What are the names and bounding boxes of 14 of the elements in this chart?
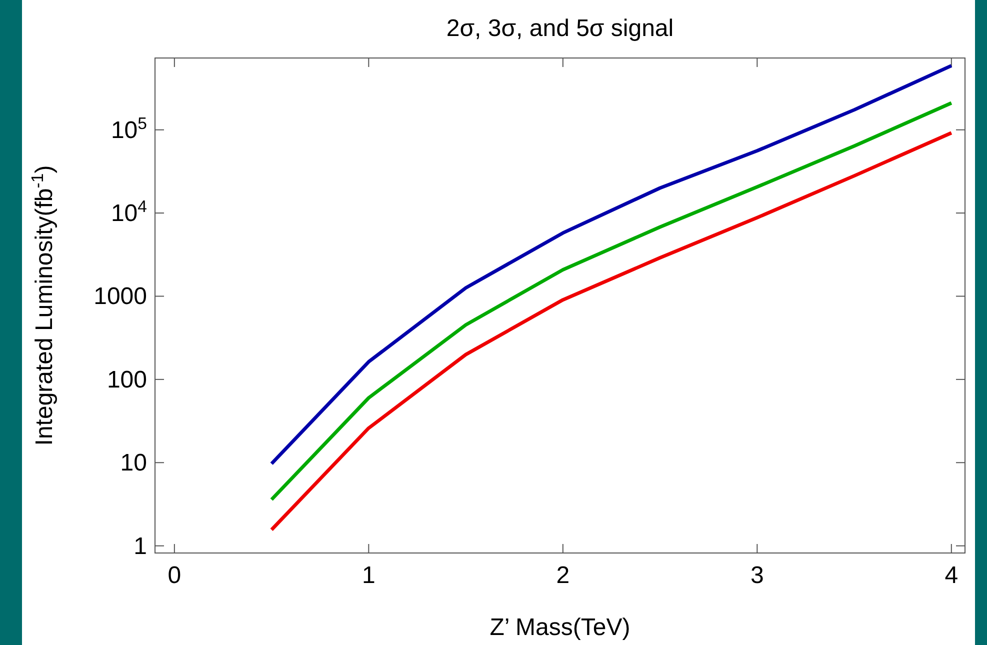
y-tick-label: 1000 xyxy=(94,283,147,310)
x-tick-label: 0 xyxy=(168,562,182,589)
chart-title: 2σ, 3σ, and 5σ signal xyxy=(446,15,674,42)
x-tick-label: 2 xyxy=(556,562,570,589)
x-tick-label: 4 xyxy=(944,562,958,589)
y-tick-label: 1 xyxy=(134,532,147,560)
line-series xyxy=(270,64,954,466)
y-tick-label: 10$^{4}$ xyxy=(110,196,147,228)
y-tick-label: 10 xyxy=(120,450,147,477)
y-tick-label: 10$^{5}$ xyxy=(110,113,147,144)
x-tick-label: 3 xyxy=(750,562,764,589)
x-tick-label: 1 xyxy=(362,562,376,589)
x-axis-title: Z’ Mass(TeV) xyxy=(490,614,630,641)
y-tick-label: 100 xyxy=(106,366,147,394)
